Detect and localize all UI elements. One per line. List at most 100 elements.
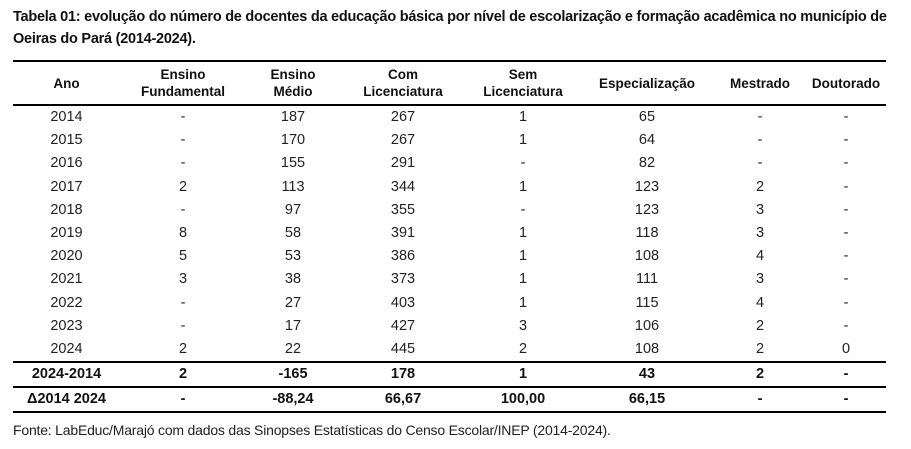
- cell-ensino-fundamental: 2: [120, 337, 246, 364]
- table-body: 2014-187 267 1 65- -2015-170 267 1 64- -2016-155…: [13, 105, 886, 364]
- cell-doutorado: -: [843, 317, 849, 334]
- table-row: 2015 - 170 267 1 64 - -: [13, 129, 886, 152]
- cell-especializacao: 108: [634, 248, 660, 265]
- cell-ensino-medio: 113: [281, 178, 305, 195]
- cell-com-licenciatura: 291: [390, 155, 416, 172]
- source-note: Fonte: LabEduc/Marajó com dados das Sino…: [13, 422, 611, 438]
- cell-mestrado: 4: [755, 294, 765, 311]
- cell-especializacao: 64: [638, 132, 656, 149]
- cell-especializacao: 111: [635, 271, 659, 288]
- cell-ano: 2014: [50, 109, 83, 126]
- header-label-line2: Licenciatura: [363, 84, 443, 99]
- cell-doutorado: 0: [806, 337, 886, 364]
- header-row: Ano Ensino Fundamental Ensino Médio Com Licenc…: [13, 60, 886, 106]
- cell-sem-licenciatura: -: [520, 201, 526, 218]
- cell-doutorado: -: [843, 294, 849, 311]
- cell-doutorado: -: [843, 109, 849, 126]
- header-sem-licenciatura: Sem Licenciatura: [466, 60, 580, 106]
- header-ensino-fundamental: Ensino Fundamental: [120, 60, 246, 106]
- cell-especializacao: 115: [635, 294, 659, 311]
- cell-ano: 2017: [50, 178, 83, 195]
- cell-mestrado: 4: [755, 248, 765, 265]
- cell-com-licenciatura: 66,67: [340, 387, 466, 414]
- header-ano: Ano: [13, 60, 120, 106]
- cell-doutorado: -: [806, 362, 886, 389]
- cell-especializacao: 66,15: [580, 387, 714, 414]
- cell-ano: 2023: [50, 317, 83, 334]
- cell-com-licenciatura: 391: [390, 225, 416, 242]
- table-caption: Tabela 01: evolução do número de docente…: [13, 9, 887, 47]
- cell-ensino-fundamental: -: [120, 387, 246, 414]
- cell-doutorado: -: [843, 271, 849, 288]
- cell-ensino-fundamental: -: [180, 155, 186, 172]
- cell-sem-licenciatura: 1: [518, 248, 528, 265]
- cell-ensino-fundamental: -: [180, 109, 186, 126]
- cell-mestrado: -: [714, 387, 806, 414]
- table-row: 2020 5 53 386 1 108 4 -: [13, 245, 886, 268]
- cell-sem-licenciatura: 1: [518, 132, 528, 149]
- header-label-line2: Médio: [273, 84, 313, 99]
- cell-mestrado: 2: [714, 362, 806, 389]
- cell-sem-licenciatura: 3: [518, 317, 528, 334]
- header-label: Sem: [508, 67, 538, 82]
- header-especializacao: Especialização: [580, 60, 714, 106]
- cell-ensino-fundamental: -: [180, 317, 186, 334]
- cell-ensino-medio: 58: [284, 225, 302, 242]
- cell-mestrado: 2: [755, 317, 765, 334]
- table-row: 2019 8 58 391 1 118 3 -: [13, 222, 886, 245]
- table-row: 2018 - 97 355 - 123 3 -: [13, 199, 886, 222]
- cell-ano: 2015: [50, 132, 83, 149]
- cell-doutorado: -: [843, 132, 849, 149]
- cell-com-licenciatura: 427: [390, 317, 416, 334]
- cell-doutorado: -: [843, 248, 849, 265]
- cell-ano: 2024-2014: [13, 362, 120, 389]
- cell-sem-licenciatura: -: [520, 155, 526, 172]
- cell-ensino-medio: 17: [284, 317, 302, 334]
- cell-ensino-medio: 22: [246, 337, 340, 364]
- cell-sem-licenciatura: 100,00: [466, 387, 580, 414]
- table-row: 2022 - 27 403 1 115 4 -: [13, 292, 886, 315]
- cell-sem-licenciatura: 1: [466, 362, 580, 389]
- cell-ano: 2020: [50, 248, 83, 265]
- cell-mestrado: -: [757, 132, 763, 149]
- cell-sem-licenciatura: 1: [518, 225, 528, 242]
- header-mestrado: Mestrado: [714, 60, 806, 106]
- cell-doutorado: -: [843, 178, 849, 195]
- cell-ano: Δ2014 2024: [13, 387, 120, 414]
- table-row: 2021 3 38 373 1 111 3-: [13, 268, 886, 291]
- cell-com-licenciatura: 445: [340, 337, 466, 364]
- cell-ano: 2021: [50, 271, 83, 288]
- cell-com-licenciatura: 178: [340, 362, 466, 389]
- cell-com-licenciatura: 386: [390, 248, 416, 265]
- cell-sem-licenciatura: 1: [518, 271, 528, 288]
- teachers-table: Ano Ensino Fundamental Ensino Médio Com Licenc…: [13, 60, 886, 414]
- cell-com-licenciatura: 344: [390, 178, 416, 195]
- table-row: 2017 2 113 344 1 123 2 -: [13, 176, 886, 199]
- cell-ensino-medio: 27: [284, 294, 302, 311]
- cell-ensino-fundamental: 5: [178, 248, 188, 265]
- table-summary: 2024-2014 2 -165 178 1 43 2- Δ2014 2024- -88,24 6…: [13, 362, 886, 414]
- header-label: Ensino: [270, 67, 316, 82]
- cell-mestrado: 3: [755, 271, 765, 288]
- cell-ensino-fundamental: 8: [178, 225, 188, 242]
- cell-mestrado: 2: [755, 178, 765, 195]
- header-ensino-medio: Ensino Médio: [246, 60, 340, 106]
- cell-ensino-medio: 170: [280, 132, 306, 149]
- cell-doutorado: -: [843, 155, 849, 172]
- header-label: Com: [388, 67, 418, 82]
- summary-row: Δ2014 2024- -88,24 66,67 100,00 66,15- -: [13, 387, 886, 414]
- header-label: Especialização: [598, 75, 696, 91]
- cell-sem-licenciatura: 2: [466, 337, 580, 364]
- cell-especializacao: 106: [634, 317, 660, 334]
- cell-doutorado: -: [806, 387, 886, 414]
- cell-mestrado: 3: [755, 201, 765, 218]
- header-com-licenciatura: Com Licenciatura: [340, 60, 466, 106]
- header-label: Ano: [53, 75, 80, 91]
- cell-ano: 2018: [50, 201, 83, 218]
- cell-ano: 2016: [50, 155, 83, 172]
- table-row: 2023 - 17 427 3 106 2 -: [13, 315, 886, 338]
- cell-ano: 2024: [13, 337, 120, 364]
- cell-ensino-fundamental: -: [180, 294, 186, 311]
- cell-ano: 2019: [50, 225, 83, 242]
- cell-doutorado: -: [843, 225, 849, 242]
